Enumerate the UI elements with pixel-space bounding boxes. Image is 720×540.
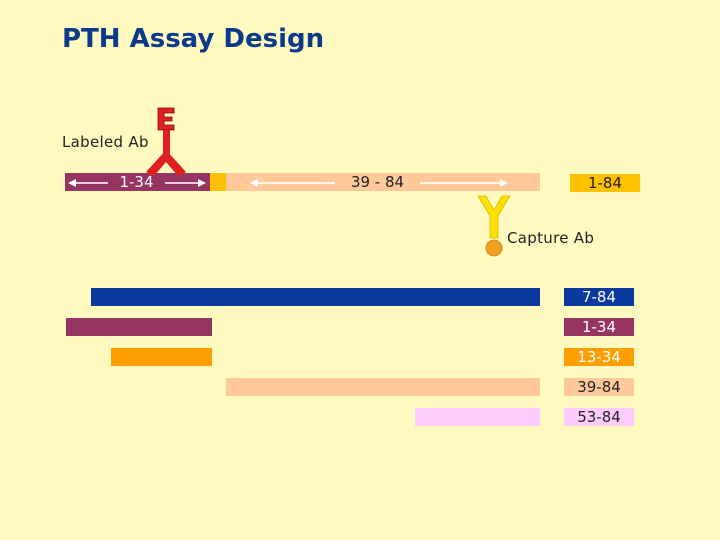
- full-molecule-bar: [65, 173, 540, 191]
- labeled-ab-label: Labeled Ab: [62, 133, 149, 151]
- n-terminal-right-arrowhead: [198, 179, 206, 187]
- mid-region-segment: [226, 173, 540, 191]
- fragment-bar-53-84: [415, 408, 540, 426]
- full-molecule-tag: 1-84: [570, 174, 640, 192]
- labeled-antibody-icon: [146, 107, 186, 176]
- n-terminal-segment: [65, 173, 210, 191]
- fragment-tag-7-84: 7-84: [564, 288, 634, 306]
- n-terminal-label: 1-34: [119, 173, 154, 191]
- fragment-tag-53-84: 53-84: [564, 408, 634, 426]
- n-terminal-left-arrowhead: [68, 179, 76, 187]
- capture-ab-label: Capture Ab: [507, 229, 595, 247]
- mid-region-label: 39 - 84: [350, 173, 405, 191]
- capture-antibody-icon: [477, 195, 511, 257]
- fragment-tag-1-34: 1-34: [564, 318, 634, 336]
- fragment-bar-1-34: [66, 318, 212, 336]
- fragment-tag-13-34: 13-34: [564, 348, 634, 366]
- mid-right-arrowhead: [500, 179, 508, 187]
- fragment-bar-13-34: [111, 348, 212, 366]
- mid-left-arrowhead: [250, 179, 258, 187]
- fragment-tag-39-84: 39-84: [564, 378, 634, 396]
- fragment-bar-7-84: [91, 288, 540, 306]
- page-title: PTH Assay Design: [62, 24, 325, 54]
- fragment-bar-39-84: [226, 378, 540, 396]
- gold-band-segment: [210, 173, 226, 191]
